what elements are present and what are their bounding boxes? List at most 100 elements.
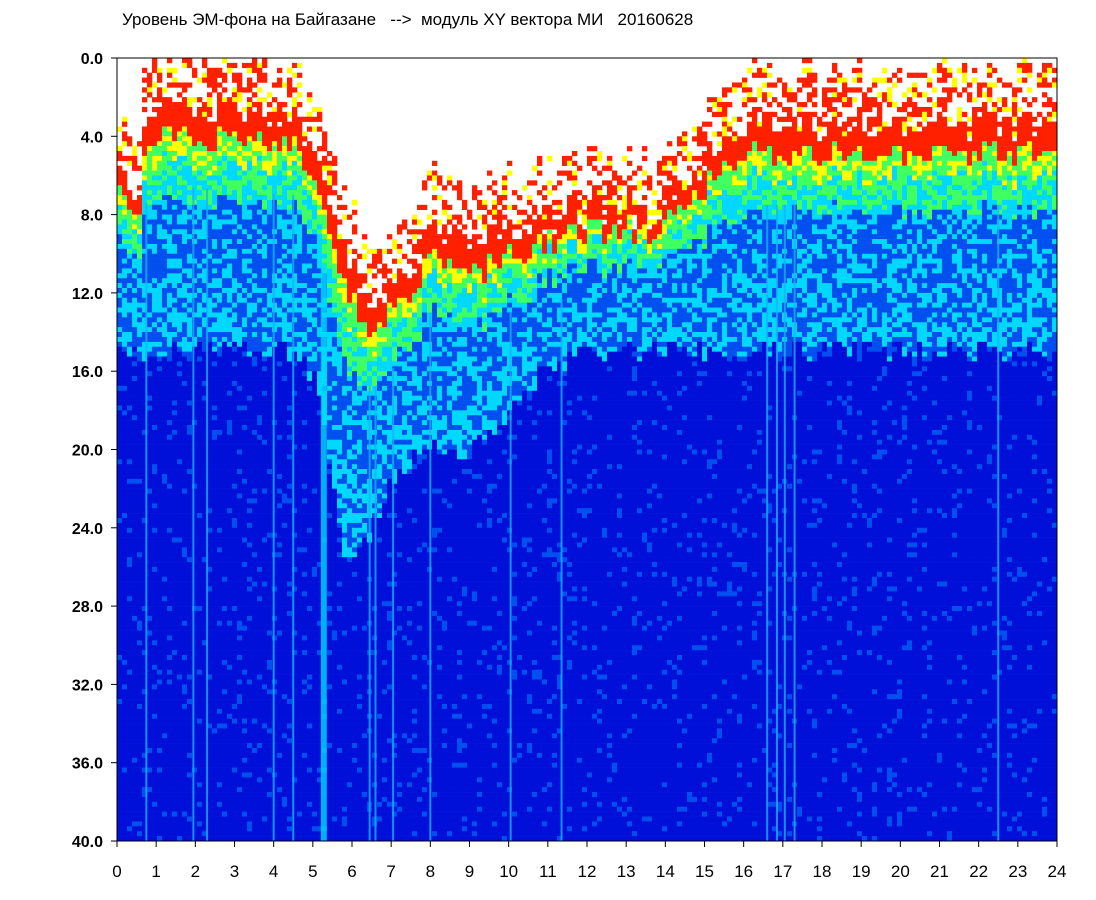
heatmap-cell <box>257 738 262 743</box>
heatmap-cell <box>257 283 262 288</box>
heatmap-cell <box>177 205 182 210</box>
heatmap-cell <box>147 161 152 166</box>
heatmap-cell <box>242 650 247 655</box>
heatmap-cell <box>127 435 132 440</box>
heatmap-cell <box>182 694 187 699</box>
heatmap-cell <box>147 87 152 92</box>
heatmap-cell <box>262 817 267 822</box>
heatmap-cell <box>277 352 282 357</box>
heatmap-cell <box>217 357 222 362</box>
heatmap-cell <box>212 557 217 562</box>
heatmap-cell <box>182 332 187 337</box>
heatmap-cell <box>257 224 262 229</box>
heatmap-cell <box>267 582 272 587</box>
heatmap-cell <box>157 381 162 386</box>
heatmap-cell <box>177 743 182 748</box>
heatmap-cell <box>197 645 202 650</box>
heatmap-cell <box>147 146 152 151</box>
heatmap-cell <box>232 826 237 831</box>
heatmap-cell <box>137 386 142 391</box>
heatmap-cell <box>217 817 222 822</box>
heatmap-cell <box>137 528 142 533</box>
heatmap-cell <box>267 92 272 97</box>
heatmap-cell <box>157 670 162 675</box>
heatmap-cell <box>237 366 242 371</box>
heatmap-cell <box>262 308 267 313</box>
heatmap-cell <box>252 792 257 797</box>
heatmap-cell <box>167 768 172 773</box>
heatmap-cell <box>257 161 262 166</box>
heatmap-cell <box>222 743 227 748</box>
heatmap-cell <box>227 273 232 278</box>
heatmap-cell <box>177 92 182 97</box>
heatmap-cell <box>207 146 212 151</box>
heatmap-cell <box>227 489 232 494</box>
heatmap-cell <box>177 787 182 792</box>
heatmap-cell <box>262 680 267 685</box>
heatmap-cell <box>267 675 272 680</box>
heatmap-cell <box>262 352 267 357</box>
heatmap-cell <box>217 146 222 151</box>
heatmap-cell <box>132 293 137 298</box>
heatmap-cell <box>242 376 247 381</box>
heatmap-cell <box>157 151 162 156</box>
heatmap-cell <box>162 494 167 499</box>
heatmap-cell <box>127 626 132 631</box>
heatmap-cell <box>182 224 187 229</box>
heatmap-cell <box>182 166 187 171</box>
heatmap-cell <box>232 557 237 562</box>
heatmap-cell <box>162 268 167 273</box>
heatmap-cell <box>247 831 252 836</box>
heatmap-cell <box>172 264 177 269</box>
heatmap-cell <box>182 479 187 484</box>
heatmap-cell <box>257 264 262 269</box>
heatmap-cell <box>172 699 177 704</box>
heatmap-cell <box>142 171 147 176</box>
heatmap-cell <box>152 748 157 753</box>
heatmap-cell <box>262 523 267 528</box>
heatmap-cell <box>267 577 272 582</box>
heatmap-cell <box>227 523 232 528</box>
heatmap-cell <box>122 273 127 278</box>
heatmap-cell <box>162 738 167 743</box>
heatmap-cell <box>132 308 137 313</box>
heatmap-cell <box>257 141 262 146</box>
heatmap-cell <box>262 293 267 298</box>
heatmap-cell <box>182 63 187 68</box>
heatmap-cell <box>247 748 252 753</box>
heatmap-cell <box>162 733 167 738</box>
heatmap-cell <box>222 185 227 190</box>
heatmap-cell <box>177 782 182 787</box>
heatmap-cell <box>227 821 232 826</box>
heatmap-cell <box>172 254 177 259</box>
heatmap-cell <box>232 719 237 724</box>
heatmap-cell <box>247 724 252 729</box>
heatmap-cell <box>182 733 187 738</box>
heatmap-cell <box>162 753 167 758</box>
heatmap-cell <box>172 430 177 435</box>
heatmap-cell <box>252 273 257 278</box>
heatmap-cell <box>182 234 187 239</box>
heatmap-cell <box>127 572 132 577</box>
heatmap-cell <box>172 807 177 812</box>
heatmap-cell <box>242 352 247 357</box>
heatmap-cell <box>197 821 202 826</box>
heatmap-cell <box>157 268 162 273</box>
heatmap-cell <box>132 361 137 366</box>
heatmap-cell <box>227 102 232 107</box>
heatmap-cell <box>127 239 132 244</box>
heatmap-cell <box>117 347 122 352</box>
heatmap-cell <box>217 665 222 670</box>
heatmap-cell <box>197 386 202 391</box>
heatmap-cell <box>277 724 282 729</box>
heatmap-cell <box>242 127 247 132</box>
heatmap-cell <box>217 655 222 660</box>
heatmap-cell <box>262 327 267 332</box>
heatmap-cell <box>137 205 142 210</box>
heatmap-cell <box>117 224 122 229</box>
heatmap-cell <box>267 273 272 278</box>
heatmap-cell <box>227 533 232 538</box>
heatmap-cell <box>217 626 222 631</box>
heatmap-cell <box>177 498 182 503</box>
heatmap-cell <box>277 396 282 401</box>
